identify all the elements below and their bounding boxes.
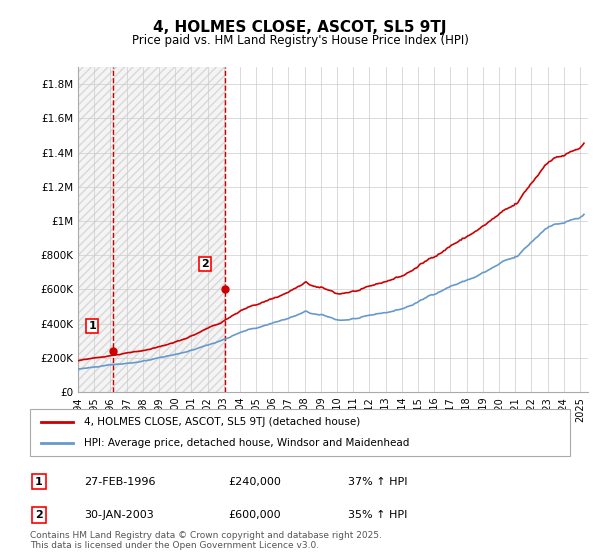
Text: £600,000: £600,000	[228, 510, 281, 520]
Text: 2: 2	[201, 259, 208, 269]
Text: 4, HOLMES CLOSE, ASCOT, SL5 9TJ (detached house): 4, HOLMES CLOSE, ASCOT, SL5 9TJ (detache…	[84, 417, 360, 427]
Text: 30-JAN-2003: 30-JAN-2003	[84, 510, 154, 520]
Text: £240,000: £240,000	[228, 477, 281, 487]
Bar	[112, 67, 226, 392]
Text: 27-FEB-1996: 27-FEB-1996	[84, 477, 155, 487]
Text: HPI: Average price, detached house, Windsor and Maidenhead: HPI: Average price, detached house, Wind…	[84, 438, 409, 448]
Text: 4, HOLMES CLOSE, ASCOT, SL5 9TJ: 4, HOLMES CLOSE, ASCOT, SL5 9TJ	[153, 20, 447, 35]
Bar	[78, 67, 112, 392]
Text: Contains HM Land Registry data © Crown copyright and database right 2025.
This d: Contains HM Land Registry data © Crown c…	[30, 530, 382, 550]
Text: 37% ↑ HPI: 37% ↑ HPI	[348, 477, 407, 487]
FancyBboxPatch shape	[30, 409, 570, 456]
Text: Price paid vs. HM Land Registry's House Price Index (HPI): Price paid vs. HM Land Registry's House …	[131, 34, 469, 46]
Text: 1: 1	[89, 321, 96, 331]
Text: 1: 1	[35, 477, 43, 487]
Text: 2: 2	[35, 510, 43, 520]
Text: 35% ↑ HPI: 35% ↑ HPI	[348, 510, 407, 520]
